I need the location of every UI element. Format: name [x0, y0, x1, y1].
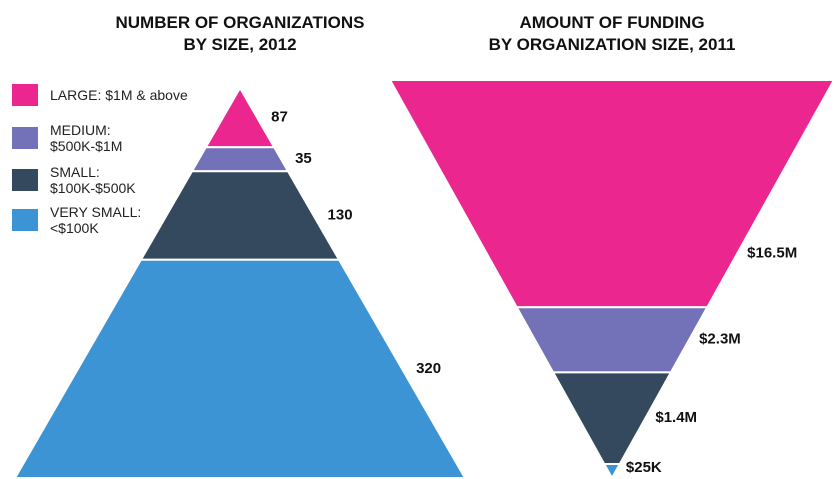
legend-swatch: [12, 84, 38, 106]
legend-item: LARGE: $1M & above: [12, 84, 188, 106]
funnel-segment: [388, 79, 835, 309]
data-label: 35: [295, 150, 312, 167]
pyramid-segment: [139, 170, 341, 261]
pyramid-segment: [190, 146, 290, 173]
data-label: 320: [416, 360, 441, 377]
legend-label: SMALL: $100K-$500K: [50, 164, 136, 196]
data-label: $1.4M: [655, 409, 697, 426]
legend-label: LARGE: $1M & above: [50, 87, 188, 103]
legend-swatch: [12, 169, 38, 191]
data-label: $2.3M: [699, 331, 741, 348]
legend-item: MEDIUM: $500K-$1M: [12, 122, 122, 154]
data-label: 130: [328, 206, 353, 223]
data-label: $25K: [626, 459, 662, 476]
legend-label: VERY SMALL: <$100K: [50, 204, 142, 236]
legend-swatch: [12, 209, 38, 231]
data-label: $16.5M: [747, 245, 797, 262]
chart-title: NUMBER OF ORGANIZATIONS BY SIZE, 2012: [115, 13, 365, 54]
chart-title: AMOUNT OF FUNDING BY ORGANIZATION SIZE, …: [488, 13, 736, 54]
legend-swatch: [12, 127, 38, 149]
legend-label: MEDIUM: $500K-$1M: [50, 122, 123, 154]
pyramid-segment: [13, 258, 467, 479]
pyramid-segment: [204, 85, 276, 149]
funnel-segment: [514, 306, 710, 374]
legend-item: VERY SMALL: <$100K: [12, 204, 141, 236]
data-label: 87: [271, 109, 288, 126]
funnel-segment: [551, 371, 673, 465]
funnel-segment: [602, 463, 622, 479]
legend-item: SMALL: $100K-$500K: [12, 164, 136, 196]
